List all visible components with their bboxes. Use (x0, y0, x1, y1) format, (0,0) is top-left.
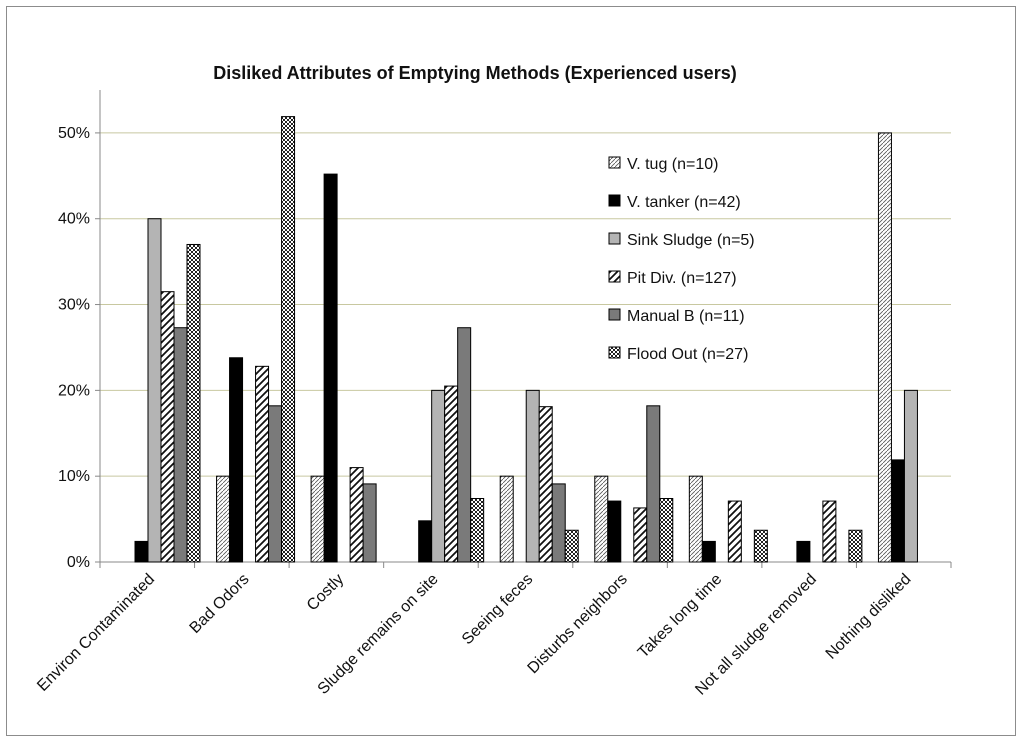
legend-swatch-checker (608, 346, 621, 359)
category-label: Bad Odors (187, 571, 253, 637)
category-label: Disturbs neighbors (525, 571, 631, 677)
bar-diagonal (727, 500, 742, 563)
bar-darkgray (362, 483, 377, 563)
chart-frame: Disliked Attributes of Emptying Methods … (6, 6, 1016, 736)
y-tick-label: 20% (58, 382, 90, 399)
bar-checker (470, 497, 485, 563)
y-tick-label: 10% (58, 468, 90, 485)
legend-swatch-dots (608, 156, 621, 169)
bar-diagonal (633, 507, 648, 563)
bar-dots (594, 475, 609, 563)
bars (134, 116, 918, 563)
bar-darkgray (551, 483, 566, 563)
bar-diagonal (538, 406, 553, 563)
bar-darkgray (646, 405, 661, 563)
bar-checker (564, 529, 579, 563)
legend-swatch-diagonal (608, 270, 621, 283)
y-tick-label: 0% (67, 554, 90, 571)
bar-checker (281, 116, 296, 563)
gridlines (100, 132, 951, 477)
bar-diagonal (349, 467, 364, 563)
legend-label: V. tanker (n=42) (627, 194, 741, 211)
legend-label: Pit Div. (n=127) (627, 270, 737, 287)
bar-black (134, 540, 149, 563)
bar-lightgray (903, 389, 918, 563)
bar-darkgray (173, 327, 188, 563)
bar-black (607, 500, 622, 563)
legend: V. tug (n=10) V. tanker (n=42) Sink Sludge… (608, 156, 755, 363)
bar-lightgray (147, 218, 162, 563)
bar-checker (753, 529, 768, 563)
bar-dots (688, 475, 703, 563)
bar-black (323, 173, 338, 563)
legend-swatch-darkgray (608, 308, 621, 321)
bar-diagonal (822, 500, 837, 563)
legend-label: Sink Sludge (n=5) (627, 232, 755, 249)
category-label: Environ Contaminated (34, 571, 158, 695)
y-tick-label: 40% (58, 211, 90, 228)
bar-lightgray (525, 389, 540, 563)
bar-black (229, 357, 244, 563)
bar-black (418, 520, 433, 563)
legend-label: Manual B (n=11) (627, 308, 745, 325)
legend-swatch-lightgray (608, 232, 621, 245)
bar-diagonal (255, 365, 270, 563)
category-label: Costly (304, 571, 347, 614)
bar-black (890, 459, 905, 563)
category-label: Seeing feces (459, 571, 536, 648)
bar-checker (659, 497, 674, 563)
category-label: Nothing disliked (823, 571, 915, 663)
chart-title: Disliked Attributes of Emptying Methods … (213, 63, 736, 83)
category-label: Takes long time (635, 571, 726, 662)
bar-diagonal (160, 291, 175, 563)
category-labels: Environ Contaminated Bad Odors CostlySludg… (34, 571, 914, 699)
bar-dots (877, 132, 892, 563)
bar-black (701, 540, 716, 563)
legend-label: Flood Out (n=27) (627, 346, 748, 363)
bar-diagonal (444, 385, 459, 563)
bar-checker (848, 529, 863, 563)
legend-label: V. tug (n=10) (627, 156, 718, 173)
bar-dots (310, 475, 325, 563)
bar-checker (186, 243, 201, 563)
bar-darkgray (457, 327, 472, 563)
bar-lightgray (431, 389, 446, 563)
bar-dots (499, 475, 514, 563)
y-tick-label: 30% (58, 297, 90, 314)
bar-darkgray (268, 405, 283, 563)
y-tick-label: 50% (58, 125, 90, 142)
chart-canvas: Disliked Attributes of Emptying Methods … (34, 63, 952, 699)
bar-black (796, 540, 811, 563)
bar-dots (216, 475, 231, 563)
legend-swatch-black (608, 194, 621, 207)
